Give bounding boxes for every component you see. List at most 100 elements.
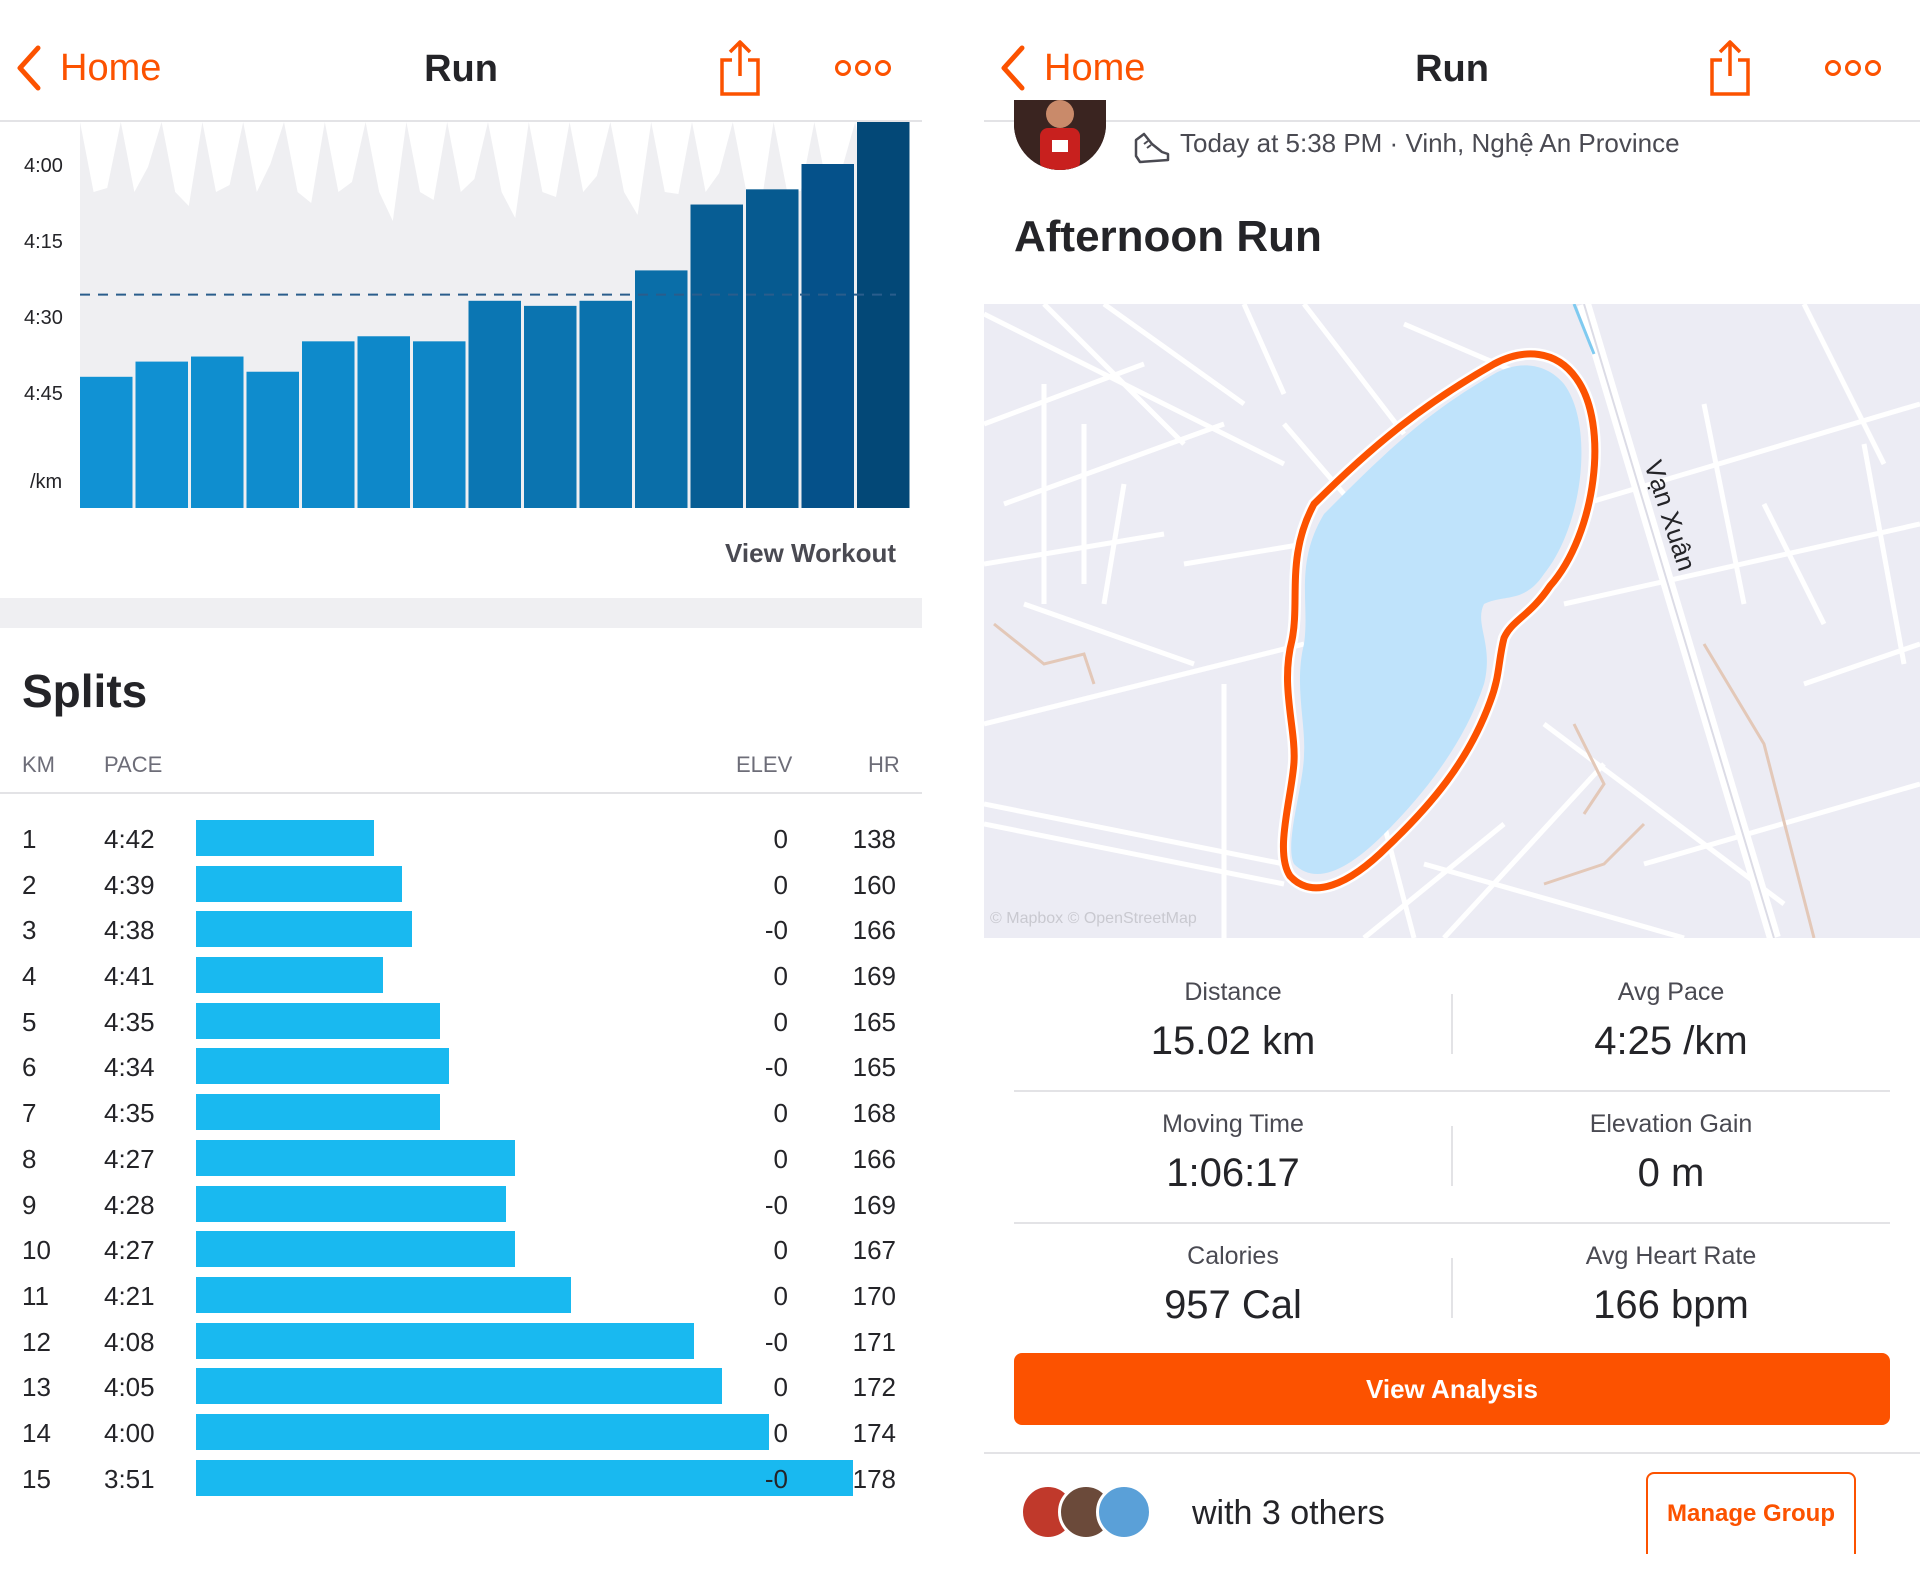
split-hr: 166: [852, 1143, 896, 1174]
split-pace-bar: [196, 1368, 722, 1405]
pace-bar: [80, 376, 133, 508]
split-pace-bar: [196, 911, 412, 948]
split-pace-bar: [196, 1413, 769, 1450]
pace-bar: [524, 305, 577, 508]
stat-value: 166 bpm: [1593, 1283, 1749, 1327]
pace-bar: [746, 189, 799, 508]
header-pace: PACE: [104, 752, 163, 777]
view-workout-link[interactable]: View Workout: [725, 538, 896, 568]
split-hr: 174: [852, 1417, 896, 1448]
stat-cell: Avg Pace 4:25 /km: [1452, 978, 1890, 1064]
pace-bar: [357, 336, 410, 508]
group-avatars[interactable]: [1020, 1484, 1152, 1540]
map-credit[interactable]: © Mapbox © OpenStreetMap: [990, 910, 1197, 927]
split-row: 1 4:42 0 138: [0, 818, 922, 864]
split-elev: -0: [764, 1052, 788, 1083]
split-pace: 4:41: [104, 961, 155, 992]
split-row: 5 4:35 0 165: [0, 1001, 922, 1047]
stat-label: Distance: [1184, 978, 1282, 1006]
stat-cell: Elevation Gain 0 m: [1452, 1110, 1890, 1196]
stat-value: 0 m: [1637, 1151, 1705, 1195]
split-km: 13: [22, 1372, 51, 1403]
split-elev: 0: [773, 1417, 788, 1448]
activity-screen: Home Run Today at 5:38 PM · Vinh, Nghệ A…: [984, 0, 1920, 1574]
stat-cell: Distance 15.02 km: [1014, 978, 1452, 1064]
split-row: 14 4:00 0 174: [0, 1412, 922, 1458]
pace-bar: [413, 341, 466, 508]
back-label: Home: [60, 46, 162, 89]
split-elev: 0: [773, 1280, 788, 1311]
split-pace: 4:38: [104, 915, 155, 946]
pace-bar: [302, 341, 355, 508]
split-pace-bar: [196, 1231, 515, 1268]
pace-bar: [246, 371, 299, 508]
pace-bar: [468, 300, 521, 508]
split-hr: 178: [852, 1463, 896, 1494]
route-line: [1279, 350, 1599, 892]
split-elev: 0: [773, 1006, 788, 1037]
split-pace: 4:05: [104, 1372, 155, 1403]
split-row: 12 4:08 -0 171: [0, 1321, 922, 1367]
split-km: 2: [22, 869, 37, 900]
split-km: 15: [22, 1463, 51, 1494]
split-hr: 160: [852, 869, 896, 900]
split-pace: 4:35: [104, 1006, 155, 1037]
split-elev: -0: [764, 1189, 788, 1220]
more-icon[interactable]: [1824, 58, 1882, 78]
shoe-icon: [1134, 132, 1170, 164]
stat-label: Calories: [1187, 1242, 1279, 1270]
y-tick-label: 4:15: [24, 231, 63, 253]
back-button[interactable]: Home: [14, 40, 161, 96]
split-pace-bar: [196, 1322, 694, 1359]
split-hr: 165: [852, 1052, 896, 1083]
split-hr: 171: [852, 1326, 896, 1357]
split-elev: 0: [773, 869, 788, 900]
y-tick-label: 4:00: [24, 155, 63, 177]
nav-title: Run: [1415, 48, 1489, 90]
split-km: 8: [22, 1143, 37, 1174]
more-icon[interactable]: [834, 58, 892, 78]
share-icon[interactable]: [1708, 38, 1752, 98]
stat-separator: [1451, 1126, 1453, 1186]
share-icon[interactable]: [718, 38, 762, 98]
route-map[interactable]: Vạn Xuân: [984, 304, 1920, 938]
pace-bar: [635, 270, 688, 508]
back-button[interactable]: Home: [998, 40, 1145, 96]
split-pace-bar: [196, 1276, 572, 1313]
split-pace: 4:35: [104, 1098, 155, 1129]
activity-title: Afternoon Run: [1014, 212, 1322, 261]
split-pace-bar: [196, 1048, 450, 1085]
split-pace-bar: [196, 957, 384, 994]
stats-row: Moving Time 1:06:17 Elevation Gain 0 m: [1014, 1092, 1890, 1224]
avatar: [1096, 1484, 1152, 1540]
split-pace-bar: [196, 1459, 854, 1496]
split-pace: 4:08: [104, 1326, 155, 1357]
split-row: 11 4:21 0 170: [0, 1275, 922, 1321]
split-pace-bar: [196, 1094, 440, 1131]
stat-label: Moving Time: [1162, 1110, 1304, 1138]
activity-meta: Today at 5:38 PM · Vinh, Nghệ An Provinc…: [1180, 128, 1680, 158]
stats-row: Calories 957 Cal Avg Heart Rate 166 bpm: [1014, 1224, 1890, 1354]
split-km: 1: [22, 824, 37, 854]
split-elev: 0: [773, 824, 788, 854]
split-row: 13 4:05 0 172: [0, 1366, 922, 1412]
view-analysis-button[interactable]: View Analysis: [1014, 1353, 1890, 1425]
split-pace-bar: [196, 820, 374, 856]
y-unit-label: /km: [30, 471, 62, 493]
lake: [1291, 365, 1582, 874]
manage-group-button[interactable]: Manage Group: [1646, 1472, 1856, 1554]
section-divider: [0, 598, 922, 628]
split-km: 9: [22, 1189, 37, 1220]
split-row: 3 4:38 -0 166: [0, 909, 922, 955]
split-km: 11: [22, 1280, 49, 1311]
split-km: 10: [22, 1235, 51, 1266]
pace-bar: [579, 300, 632, 508]
divider: [984, 1452, 1920, 1454]
split-km: 6: [22, 1052, 37, 1083]
split-hr: 166: [852, 915, 896, 946]
stat-label: Avg Heart Rate: [1585, 1242, 1757, 1270]
athlete-avatar[interactable]: [1014, 100, 1106, 170]
header-km: KM: [22, 752, 55, 777]
stat-value: 1:06:17: [1166, 1151, 1300, 1195]
split-pace: 4:39: [104, 869, 155, 900]
